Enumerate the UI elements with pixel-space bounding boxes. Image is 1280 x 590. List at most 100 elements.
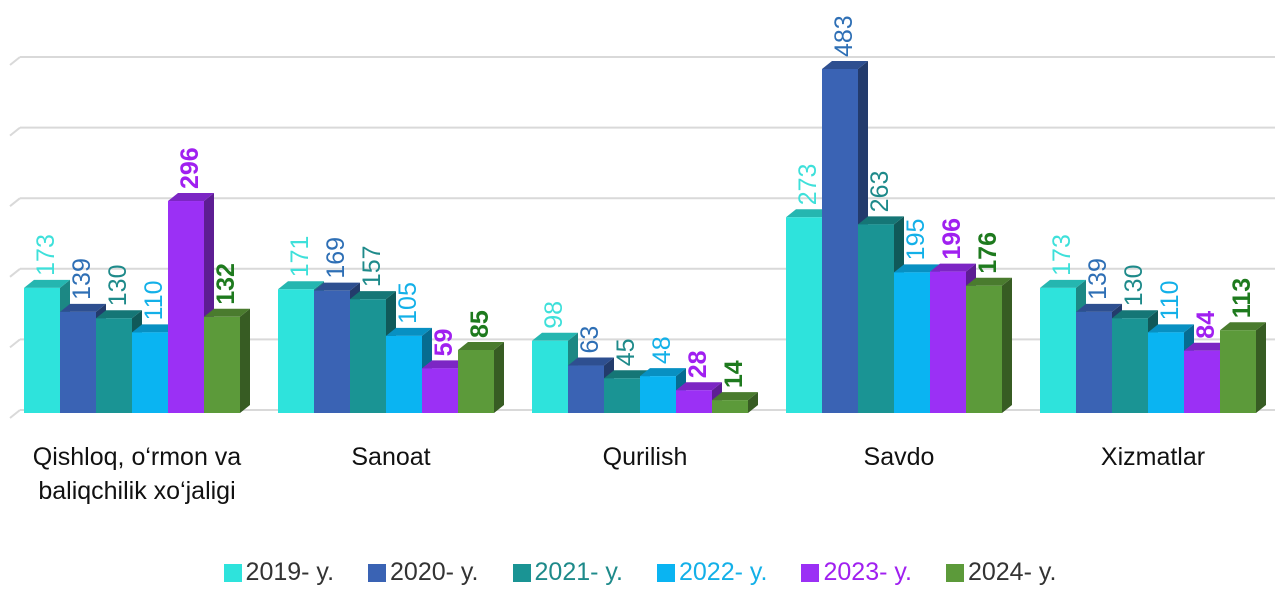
legend-swatch <box>368 563 387 582</box>
bar-side <box>748 392 758 413</box>
bar <box>712 392 758 413</box>
bar-front <box>894 272 930 413</box>
value-label: 85 <box>466 310 494 338</box>
value-label: 59 <box>430 329 458 357</box>
legend: 2019- y. 2020- y. 2021- y. 2022- y. 2023- y.… <box>0 558 1280 587</box>
bar-top <box>386 327 432 336</box>
bar-top <box>278 281 324 290</box>
legend-item: 2019- y. <box>223 558 335 587</box>
bar-side <box>240 308 250 413</box>
bar-top <box>350 291 396 300</box>
bar-top <box>1184 342 1230 351</box>
bar-front <box>168 201 204 413</box>
bar-top <box>532 332 578 341</box>
value-label: 195 <box>902 219 930 261</box>
value-label: 110 <box>1156 280 1184 320</box>
bar-front <box>786 217 822 413</box>
bar-front <box>1184 350 1220 413</box>
legend-label: 2019- y. <box>245 558 335 586</box>
grid-line <box>9 267 1275 278</box>
bar-top <box>894 264 940 273</box>
value-label: 14 <box>720 360 748 388</box>
bar-front <box>1220 330 1256 413</box>
bar <box>458 341 504 413</box>
bar-top <box>314 282 360 291</box>
value-label: 296 <box>176 147 204 189</box>
bar-front <box>24 287 60 413</box>
bar-front <box>568 365 604 413</box>
bar-side <box>1002 277 1012 413</box>
bar-front <box>930 271 966 413</box>
bar-front <box>422 368 458 413</box>
grid-line-side <box>9 409 21 419</box>
grid-line-side <box>9 338 21 349</box>
bar-front <box>96 318 132 413</box>
value-label: 28 <box>684 350 712 378</box>
value-label: 157 <box>358 245 386 287</box>
x-tick-label: Qishloq, o‘rmon va baliqchilik xo‘jaligi <box>32 443 242 505</box>
bar-top <box>604 370 650 379</box>
bar-front <box>822 69 858 413</box>
bar-top <box>786 209 832 218</box>
value-label: 263 <box>866 171 894 213</box>
value-label: 139 <box>1084 258 1112 300</box>
bar <box>1220 322 1266 413</box>
bar-front <box>350 299 386 413</box>
bar-front <box>60 311 96 413</box>
bar-top <box>1220 322 1266 331</box>
bar-side <box>494 341 504 413</box>
legend-item: 2023- y. <box>801 558 912 587</box>
value-label: 273 <box>794 164 822 206</box>
legend-swatch <box>512 563 531 582</box>
legend-label: 2024- y. <box>967 558 1057 586</box>
value-label: 45 <box>612 338 640 366</box>
grid-line <box>9 197 1275 207</box>
grid-line-side <box>9 197 21 207</box>
value-label: 98 <box>540 301 568 329</box>
legend-label: 2023- y. <box>823 558 912 586</box>
legend-swatch <box>223 563 242 582</box>
bar-top <box>712 392 758 401</box>
value-label: 171 <box>286 236 314 278</box>
bar-top <box>568 357 614 366</box>
grid-line-side <box>9 268 21 278</box>
x-tick-label: Savdo <box>863 443 935 471</box>
bar-front <box>604 378 640 413</box>
bar-top <box>60 303 106 312</box>
bar-front <box>712 400 748 413</box>
bar-top <box>1148 324 1194 333</box>
grid-line <box>9 56 1275 66</box>
bar-front <box>1148 332 1184 413</box>
value-label: 173 <box>32 234 60 276</box>
legend-item: 2021- y. <box>512 558 623 587</box>
value-label: 130 <box>104 265 132 307</box>
x-tick-label: Qurilish <box>602 443 688 471</box>
bar-front <box>1040 287 1076 413</box>
bar-front <box>532 340 568 413</box>
bar <box>966 277 1012 413</box>
bar-front <box>204 316 240 413</box>
value-label: 176 <box>974 232 1002 274</box>
bar-top <box>966 277 1012 286</box>
x-tick-label: Xizmatlar <box>1100 443 1206 471</box>
legend-label: 2021- y. <box>534 558 623 586</box>
bar-top <box>204 308 250 317</box>
grid-line-side <box>9 126 21 137</box>
value-label: 113 <box>1228 278 1256 318</box>
legend-swatch <box>801 563 820 582</box>
bar-top <box>1112 310 1158 319</box>
legend-label: 2022- y. <box>679 558 768 586</box>
bar-top <box>1040 279 1086 288</box>
bar-front <box>966 285 1002 413</box>
legend-item: 2020- y. <box>368 558 479 587</box>
bar-top <box>1076 303 1122 312</box>
bar-top <box>930 263 976 272</box>
bar-top <box>858 216 904 225</box>
bar-top <box>676 382 722 391</box>
bar-front <box>640 376 676 413</box>
value-label: 483 <box>830 15 858 57</box>
value-label: 196 <box>938 218 966 260</box>
bar-front <box>278 289 314 413</box>
